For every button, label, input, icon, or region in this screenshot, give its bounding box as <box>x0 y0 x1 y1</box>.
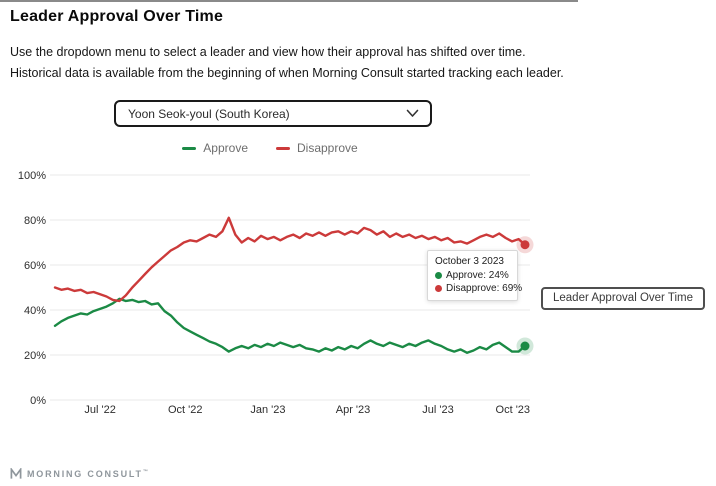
legend-label-approve: Approve <box>203 141 248 155</box>
legend-item-approve[interactable]: Approve <box>182 141 248 155</box>
tooltip-approve-text: Approve: 24% <box>446 270 509 281</box>
tooltip-item-disapprove: Disapprove: 69% <box>435 283 522 294</box>
disapprove-dot-icon <box>435 285 442 292</box>
y-axis-tick-label: 0% <box>30 395 46 407</box>
series-line-disapprove <box>53 216 527 303</box>
chart-legend: Approve Disapprove <box>0 141 540 155</box>
y-axis-tick-label: 40% <box>24 305 46 317</box>
x-axis-tick-label: Jul '23 <box>422 404 453 416</box>
legend-item-disapprove[interactable]: Disapprove <box>276 141 358 155</box>
y-axis-tick-label: 100% <box>18 170 46 182</box>
approve-swatch <box>182 146 197 150</box>
tooltip-disapprove-text: Disapprove: 69% <box>446 283 523 294</box>
x-axis-tick-label: Jul '22 <box>84 404 115 416</box>
legend-label-disapprove: Disapprove <box>297 141 358 155</box>
end-marker-approve[interactable] <box>520 341 530 351</box>
y-axis-tick-label: 20% <box>24 350 46 362</box>
approval-chart[interactable]: 0% 20% 40% 60% 80% 100% Jul '22 Oct '22 Jan '23 A… <box>0 162 540 418</box>
footer-brand: MORNING CONSULT™ <box>10 468 148 480</box>
chart-tooltip: October 3 2023 Approve: 24% Disapprove: … <box>427 250 522 301</box>
tooltip-item-approve: Approve: 24% <box>435 270 510 281</box>
x-axis-tick-label: Apr '23 <box>336 404 371 416</box>
disapprove-swatch <box>276 146 290 150</box>
approval-chart-svg: 0% 20% 40% 60% 80% 100% Jul '22 Oct '22 Jan '23 A… <box>18 170 534 416</box>
leader-select[interactable]: Yoon Seok-youl (South Korea) <box>114 100 432 127</box>
hover-title-box: Leader Approval Over Time <box>541 287 705 310</box>
page-title: Leader Approval Over Time <box>10 8 224 25</box>
page-description: Use the dropdown menu to select a leader… <box>10 45 564 80</box>
y-axis-tick-label: 60% <box>24 260 46 272</box>
x-axis-tick-label: Oct '22 <box>168 404 203 416</box>
chevron-down-icon <box>406 109 419 118</box>
brand-name: MORNING CONSULT™ <box>27 469 148 479</box>
y-axis-tick-label: 80% <box>24 215 46 227</box>
end-marker-disapprove[interactable] <box>520 240 530 250</box>
series-line-approve <box>53 297 527 355</box>
trademark-symbol: ™ <box>142 469 148 475</box>
leader-select-value: Yoon Seok-youl (South Korea) <box>128 106 290 121</box>
x-axis-tick-label: Jan '23 <box>250 404 285 416</box>
morning-consult-logo-icon <box>10 468 22 480</box>
approve-dot-icon <box>435 272 442 279</box>
tooltip-date: October 3 2023 <box>435 256 504 267</box>
x-axis-tick-label: Oct '23 <box>496 404 531 416</box>
top-divider <box>0 0 578 2</box>
